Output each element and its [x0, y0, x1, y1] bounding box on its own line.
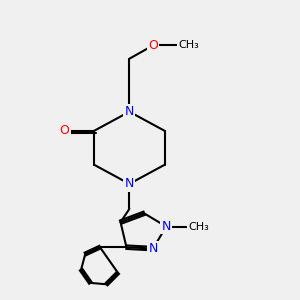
Text: O: O [60, 124, 70, 137]
Text: CH₃: CH₃ [178, 40, 199, 50]
Text: N: N [125, 177, 134, 190]
Text: N: N [125, 105, 134, 118]
Text: CH₃: CH₃ [188, 222, 209, 232]
Text: N: N [148, 242, 158, 255]
Text: O: O [148, 39, 158, 52]
Text: N: N [161, 220, 171, 233]
